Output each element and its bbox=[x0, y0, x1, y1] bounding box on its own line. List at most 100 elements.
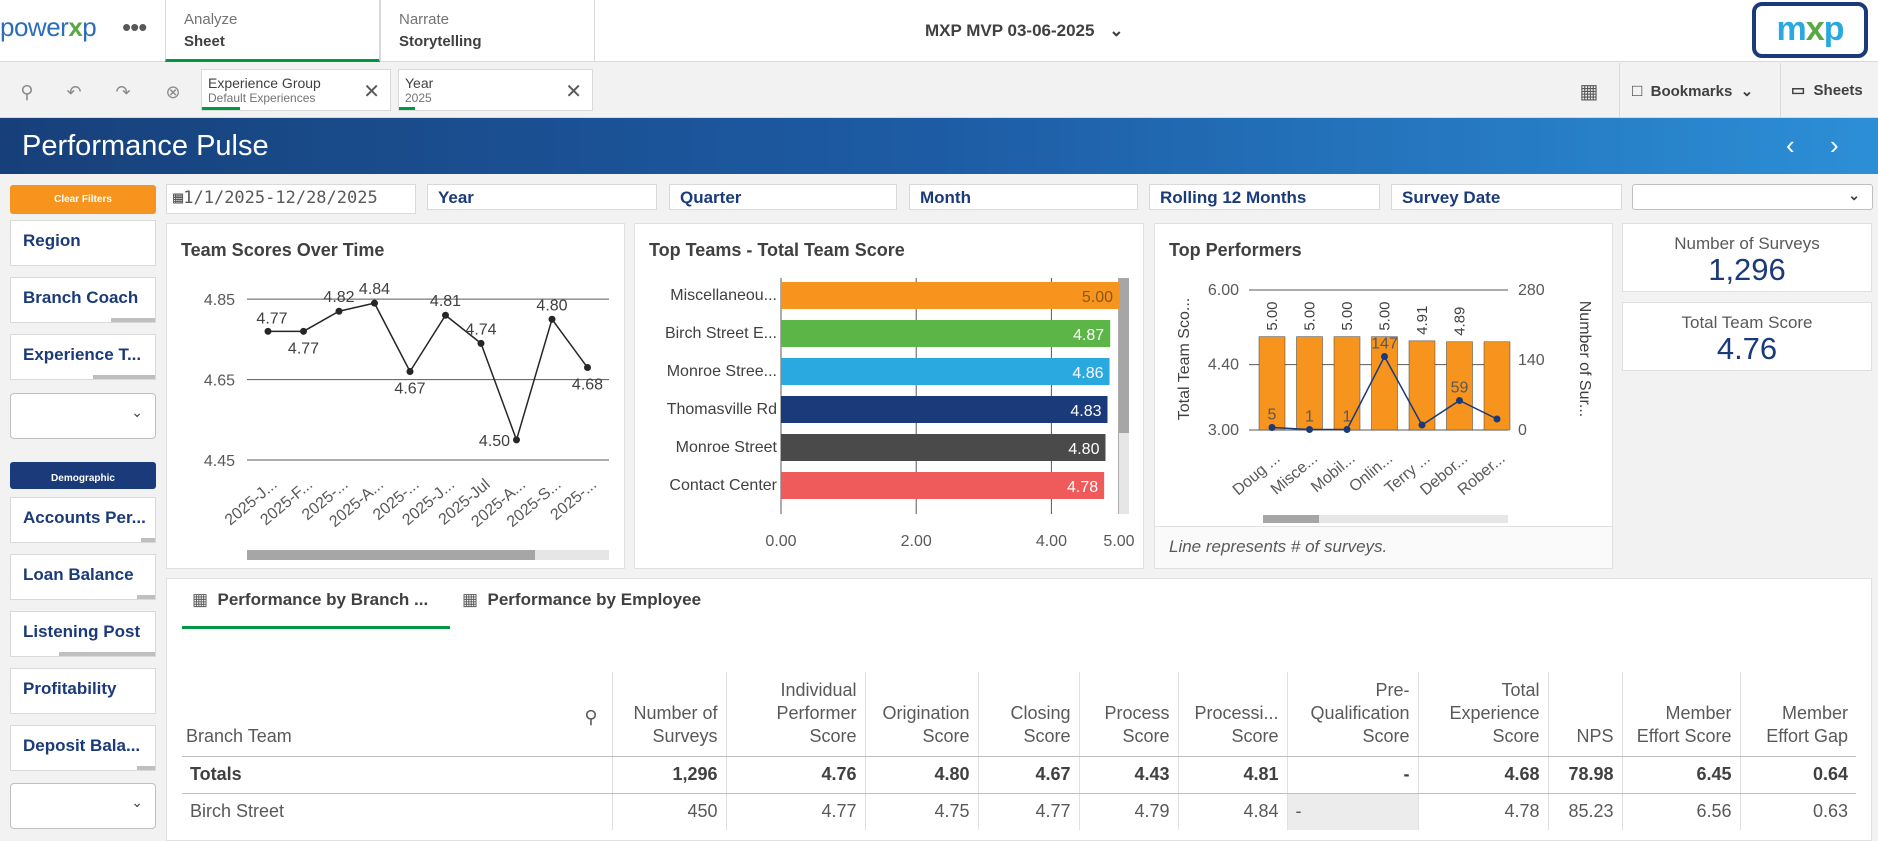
column-header[interactable]: Member Effort Gap bbox=[1739, 672, 1856, 757]
data-point bbox=[584, 364, 591, 372]
filter-region[interactable]: Region bbox=[10, 220, 156, 266]
filter-month[interactable]: Month bbox=[909, 184, 1138, 210]
column-header[interactable]: Branch Team ⚲ bbox=[182, 672, 612, 757]
filter-bar bbox=[59, 652, 155, 656]
close-icon[interactable]: ✕ bbox=[363, 81, 380, 103]
previous-sheet-icon[interactable]: ‹ bbox=[1786, 130, 1795, 160]
bar bbox=[1333, 336, 1361, 431]
scrollbar-thumb bbox=[1119, 278, 1129, 433]
table-cell: 4.81 bbox=[1177, 756, 1287, 794]
tab-analyze-sheet[interactable]: Analyze Sheet bbox=[165, 0, 380, 62]
chip-field: Experience Group bbox=[208, 75, 321, 91]
clear-selections-icon[interactable]: ⊗ bbox=[165, 82, 181, 102]
filter-bar bbox=[93, 375, 155, 379]
selection-bar: ⚲ ↶ ↷ ⊗ Experience Group Default Experie… bbox=[0, 63, 1878, 118]
data-point bbox=[1268, 424, 1276, 431]
filter-label: Accounts Per... bbox=[23, 508, 146, 527]
column-header[interactable]: Processi... Score bbox=[1177, 672, 1287, 757]
y-tick-label: 3.00 bbox=[1208, 422, 1239, 439]
sheets-button[interactable]: ▭ Sheets bbox=[1791, 81, 1863, 99]
clear-filters-button[interactable]: Clear Filters bbox=[10, 185, 156, 214]
filter-dropdown[interactable]: ⌄ bbox=[10, 393, 156, 439]
data-label: 4.68 bbox=[572, 377, 603, 394]
combo-chart[interactable]: 6.00 4.40 3.00 280 140 0 Total Team Sco... Numb… bbox=[1155, 224, 1614, 570]
bar-value-label: 5.00 bbox=[1377, 301, 1394, 330]
chart-title: Top Performers bbox=[1169, 240, 1302, 260]
data-label: 4.80 bbox=[536, 297, 567, 314]
filter-loan-balance[interactable]: Loan Balance bbox=[10, 554, 156, 600]
column-header[interactable]: Number of Surveys bbox=[611, 672, 726, 757]
table-cell: 4.76 bbox=[725, 756, 865, 794]
filter-dropdown[interactable]: ⌄ bbox=[10, 783, 156, 829]
line-value-label: 1 bbox=[1343, 409, 1352, 426]
filter-deposit-balance[interactable]: Deposit Bala... bbox=[10, 725, 156, 771]
table-row[interactable]: Birch Street 450 4.77 4.75 4.77 4.79 4.8… bbox=[182, 793, 1856, 830]
column-header[interactable]: Origination Score bbox=[864, 672, 978, 757]
filter-experience-type[interactable]: Experience T... bbox=[10, 334, 156, 380]
step-forward-icon[interactable]: ↷ bbox=[115, 82, 131, 102]
chip-field: Year bbox=[405, 75, 434, 91]
selection-chip-experience-group[interactable]: Experience Group Default Experiences ✕ bbox=[201, 69, 391, 111]
filter-bar bbox=[137, 595, 155, 599]
more-menu-icon[interactable]: ••• bbox=[122, 12, 147, 42]
demographic-toggle[interactable]: Demographic bbox=[10, 462, 156, 489]
table-cell: - bbox=[1286, 793, 1418, 830]
filter-year[interactable]: Year bbox=[427, 184, 657, 210]
column-header[interactable]: Individual Performer Score bbox=[725, 672, 865, 757]
y2-axis-title: Number of Sur... bbox=[1576, 301, 1593, 418]
bar bbox=[781, 434, 1106, 461]
line-chart[interactable]: 4.85 4.65 4.45 4.774.77 4.82 4.84 4.67 4.814.74… bbox=[167, 224, 626, 570]
tab-performance-by-branch[interactable]: ▦ Performance by Branch ... bbox=[192, 590, 428, 610]
column-header[interactable]: Pre-Qualification Score bbox=[1286, 672, 1418, 757]
filter-label: Listening Post bbox=[23, 622, 141, 641]
bar-value-label: 5.00 bbox=[1264, 301, 1281, 330]
tab-narrate-storytelling[interactable]: Narrate Storytelling bbox=[380, 0, 595, 62]
column-header[interactable]: Member Effort Score bbox=[1621, 672, 1740, 757]
y-tick-label: 4.40 bbox=[1208, 357, 1239, 374]
bar bbox=[1408, 340, 1436, 431]
powerxp-logo[interactable]: powerxp bbox=[0, 12, 97, 42]
grid-view-icon[interactable]: ▦ bbox=[1579, 81, 1599, 103]
column-header[interactable]: Process Score bbox=[1078, 672, 1178, 757]
column-header[interactable]: Total Experience Score bbox=[1417, 672, 1548, 757]
table-cell: 4.68 bbox=[1417, 756, 1548, 794]
bar-chart[interactable]: Miscellaneou... 5.00 Birch Street E... 4.87… bbox=[635, 224, 1145, 570]
close-icon[interactable]: ✕ bbox=[565, 81, 582, 103]
column-header[interactable]: Closing Score bbox=[977, 672, 1079, 757]
tab-performance-by-employee[interactable]: ▦ Performance by Employee bbox=[462, 590, 701, 610]
category-label: Thomasville Rd bbox=[667, 401, 777, 418]
filter-label: Deposit Bala... bbox=[23, 736, 141, 755]
sheets-icon: ▭ bbox=[1791, 82, 1806, 99]
filter-quarter[interactable]: Quarter bbox=[669, 184, 897, 210]
bar bbox=[1446, 341, 1473, 431]
column-header[interactable]: NPS bbox=[1547, 672, 1622, 757]
chevron-down-icon: ⌄ bbox=[1740, 83, 1754, 100]
date-range-picker[interactable]: ▦1/1/2025-12/28/2025 bbox=[166, 184, 416, 214]
table-cell: 4.78 bbox=[1417, 793, 1548, 830]
filter-profitability[interactable]: Profitability bbox=[10, 668, 156, 714]
filter-rolling-12-months[interactable]: Rolling 12 Months bbox=[1149, 184, 1380, 210]
extra-filter-dropdown[interactable]: ⌄ bbox=[1632, 184, 1873, 210]
search-icon[interactable]: ⚲ bbox=[584, 707, 598, 727]
kpi-label: Number of Surveys bbox=[1674, 234, 1820, 253]
filter-accounts-per[interactable]: Accounts Per... bbox=[10, 497, 156, 543]
next-sheet-icon[interactable]: › bbox=[1830, 130, 1839, 160]
column-label: Branch Team bbox=[186, 725, 292, 746]
step-back-icon[interactable]: ↶ bbox=[66, 82, 82, 102]
x-tick-label: 0.00 bbox=[765, 533, 796, 550]
bar-value-label: 4.89 bbox=[1452, 307, 1469, 336]
smart-search-icon[interactable]: ⚲ bbox=[20, 82, 34, 102]
bookmarks-button[interactable]: □ Bookmarks ⌄ bbox=[1632, 81, 1753, 101]
filter-listening-post[interactable]: Listening Post bbox=[10, 611, 156, 657]
app-title-dropdown[interactable]: MXP MVP 03-06-2025 ⌄ bbox=[925, 21, 1123, 41]
y-tick-label: 6.00 bbox=[1208, 282, 1239, 299]
tab-analyze-label: Analyze bbox=[184, 11, 238, 28]
filter-branch-coach[interactable]: Branch Coach bbox=[10, 277, 156, 323]
chevron-down-icon: ⌄ bbox=[131, 794, 143, 810]
data-label: 4.67 bbox=[394, 381, 425, 398]
y-tick-label: 4.45 bbox=[204, 453, 235, 470]
sheets-label: Sheets bbox=[1813, 82, 1863, 99]
kpi-number-of-surveys: Number of Surveys 1,296 bbox=[1622, 223, 1872, 292]
selection-chip-year[interactable]: Year 2025 ✕ bbox=[398, 69, 593, 111]
filter-survey-date[interactable]: Survey Date bbox=[1391, 184, 1622, 210]
